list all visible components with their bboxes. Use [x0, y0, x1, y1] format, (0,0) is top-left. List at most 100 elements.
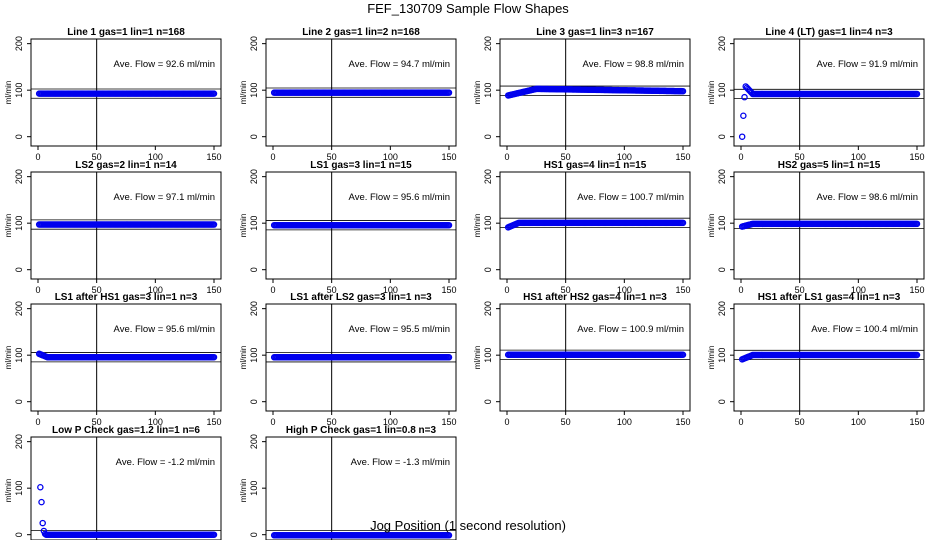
y-axis-label: ml/min — [473, 81, 482, 105]
data-point — [445, 89, 453, 96]
x-tick-label: 0 — [35, 417, 40, 427]
y-axis-label: ml/min — [239, 346, 248, 370]
y-tick-label: 0 — [14, 532, 24, 537]
panel-title: HS1 after HS2 gas=4 lin=1 n=3 — [523, 292, 667, 303]
average-flow-annotation: Ave. Flow = 95.6 ml/min — [349, 192, 450, 203]
average-flow-annotation: Ave. Flow = -1.2 ml/min — [116, 457, 215, 468]
y-tick-label: 0 — [14, 134, 24, 139]
panel-title: LS2 gas=2 lin=1 n=14 — [75, 160, 177, 171]
data-point — [445, 221, 453, 229]
data-point — [679, 351, 687, 359]
y-tick-label: 100 — [483, 216, 493, 231]
y-axis-label: ml/min — [4, 346, 13, 370]
data-point — [738, 133, 746, 140]
x-tick-label: 100 — [148, 152, 163, 162]
y-tick-label: 0 — [249, 399, 259, 404]
x-tick-label: 0 — [738, 285, 743, 295]
panel-9: LS1 after HS1 gas=3 lin=1 n=3 0 50 100 150 0 1… — [4, 292, 222, 427]
y-tick-label: 200 — [14, 301, 24, 316]
panel-5: LS2 gas=2 lin=1 n=14 0 50 100 150 0 100 200 ml/m… — [4, 160, 222, 295]
x-tick-label: 150 — [441, 285, 456, 295]
y-tick-label: 100 — [483, 348, 493, 363]
data-series — [270, 221, 453, 229]
y-tick-label: 200 — [249, 169, 259, 184]
figure-x-axis-label: Jog Position (1 second resolution) — [370, 518, 566, 533]
average-flow-annotation: Ave. Flow = 98.8 ml/min — [583, 59, 684, 70]
y-tick-label: 100 — [717, 83, 727, 98]
plot-frame — [499, 38, 691, 147]
x-tick-label: 0 — [270, 417, 275, 427]
x-tick-label: 50 — [561, 285, 571, 295]
y-axis-label: ml/min — [707, 81, 716, 105]
y-tick-label: 200 — [14, 169, 24, 184]
data-point — [445, 532, 453, 539]
average-flow-annotation: Ave. Flow = 100.9 ml/min — [577, 324, 684, 335]
x-tick-label: 150 — [441, 152, 456, 162]
x-tick-label: 150 — [909, 285, 924, 295]
data-series — [35, 221, 218, 228]
panel-6: LS1 gas=3 lin=1 n=15 0 50 100 150 0 100 200 ml/m… — [239, 160, 457, 295]
x-tick-label: 0 — [504, 417, 509, 427]
y-axis-label: ml/min — [707, 346, 716, 370]
data-series — [504, 219, 687, 231]
x-tick-label: 50 — [561, 152, 571, 162]
data-point — [679, 87, 687, 95]
y-axis-label: ml/min — [473, 214, 482, 238]
plot-frame — [499, 171, 691, 280]
x-tick-label: 50 — [561, 417, 571, 427]
y-tick-label: 0 — [14, 399, 24, 404]
plot-frame — [30, 303, 222, 412]
data-series — [504, 351, 687, 359]
panel-13: Low P Check gas=1.2 lin=1 n=605010015001… — [4, 425, 222, 540]
average-flow-annotation: Ave. Flow = 100.7 ml/min — [577, 192, 684, 203]
x-tick-label: 100 — [148, 285, 163, 295]
x-tick-label: 0 — [35, 285, 40, 295]
data-series — [738, 83, 921, 140]
y-tick-label: 200 — [249, 434, 259, 449]
panel-title: Line 2 gas=1 lin=2 n=168 — [302, 27, 420, 38]
x-tick-label: 150 — [675, 152, 690, 162]
plot-frame — [30, 38, 222, 147]
y-axis-label: ml/min — [707, 214, 716, 238]
x-tick-label: 100 — [851, 417, 866, 427]
plot-frame — [265, 38, 457, 147]
y-tick-label: 0 — [249, 532, 259, 537]
average-flow-annotation: Ave. Flow = 95.5 ml/min — [349, 324, 450, 335]
x-tick-label: 0 — [504, 152, 509, 162]
x-tick-label: 50 — [795, 285, 805, 295]
panel-10: LS1 after LS2 gas=3 lin=1 n=3 0 50 100 150 0 1… — [239, 292, 457, 427]
plot-frame — [733, 171, 925, 280]
y-tick-label: 0 — [483, 399, 493, 404]
data-point — [445, 354, 453, 361]
panel-12: HS1 after LS1 gas=4 lin=1 n=3 0 50 100 150 0 1… — [707, 292, 925, 427]
data-point — [37, 483, 44, 491]
y-tick-label: 200 — [717, 36, 727, 51]
x-tick-label: 150 — [206, 152, 221, 162]
x-tick-label: 150 — [206, 285, 221, 295]
plot-frame — [733, 38, 925, 147]
average-flow-annotation: Ave. Flow = 94.7 ml/min — [349, 59, 450, 70]
x-tick-label: 150 — [206, 417, 221, 427]
x-tick-label: 50 — [92, 152, 102, 162]
x-tick-label: 50 — [795, 417, 805, 427]
y-tick-label: 100 — [14, 348, 24, 363]
y-tick-label: 100 — [249, 481, 259, 496]
panel-2: Line 2 gas=1 lin=2 n=168 0 50 100 150 0 100 200… — [239, 27, 457, 162]
average-flow-annotation: Ave. Flow = 95.6 ml/min — [114, 324, 215, 335]
data-point — [210, 531, 218, 538]
data-point — [39, 519, 46, 527]
y-tick-label: 100 — [483, 83, 493, 98]
panel-3: Line 3 gas=1 lin=3 n=167 0 50 100 150 0 100 200… — [473, 27, 691, 162]
x-tick-label: 100 — [617, 285, 632, 295]
y-tick-label: 0 — [717, 399, 727, 404]
average-flow-annotation: Ave. Flow = 92.6 ml/min — [114, 59, 215, 70]
panel-title: LS1 after LS2 gas=3 lin=1 n=3 — [290, 292, 432, 303]
y-tick-label: 200 — [14, 36, 24, 51]
panel-title: High P Check gas=1 lin=0.8 n=3 — [286, 425, 437, 436]
y-tick-label: 0 — [483, 267, 493, 272]
panel-4: Line 4 (LT) gas=1 lin=4 n=3 0 50 100 150 0 100… — [707, 27, 925, 162]
data-series — [738, 351, 921, 363]
x-tick-label: 100 — [383, 152, 398, 162]
x-tick-label: 0 — [270, 285, 275, 295]
y-axis-label: ml/min — [4, 479, 13, 503]
